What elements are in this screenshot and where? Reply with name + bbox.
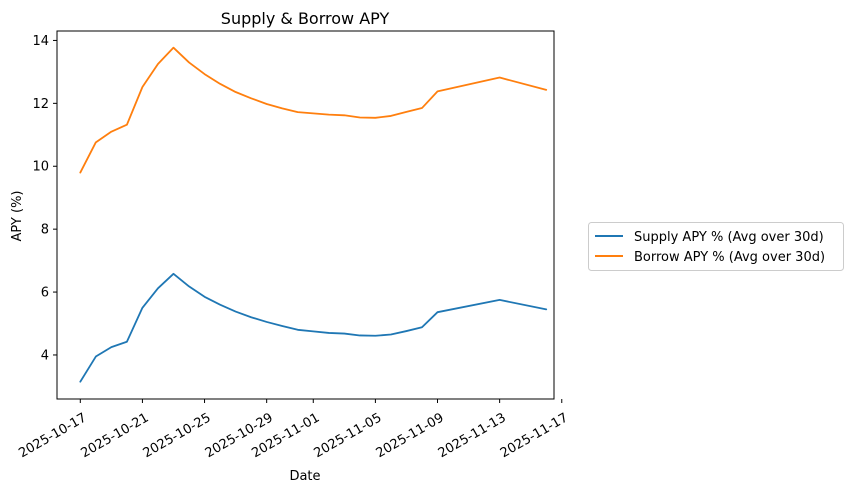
x-tick-label: 2025-11-05 bbox=[311, 410, 384, 461]
x-tick-label: 2025-10-21 bbox=[78, 410, 151, 461]
x-axis-label: Date bbox=[289, 469, 320, 484]
x-tick-label: 2025-11-17 bbox=[498, 410, 571, 461]
y-axis-label: APY (%) bbox=[10, 190, 25, 241]
x-tick-label: 2025-10-25 bbox=[141, 410, 214, 461]
borrow-apy-line bbox=[79, 46, 548, 174]
plot-area bbox=[57, 31, 554, 399]
plot-frame bbox=[56, 30, 555, 400]
legend-box bbox=[588, 222, 844, 271]
y-tick-label: 12 bbox=[32, 97, 49, 112]
x-tick-label: 2025-10-17 bbox=[16, 410, 89, 461]
y-tick-label: 8 bbox=[41, 223, 49, 238]
legend: Supply APY % (Avg over 30d) Borrow APY %… bbox=[588, 222, 844, 271]
chart-title: Supply & Borrow APY bbox=[221, 9, 390, 28]
x-tick-label: 2025-11-09 bbox=[374, 410, 447, 461]
legend-label-borrow: Borrow APY % (Avg over 30d) bbox=[634, 250, 825, 265]
x-axis-ticks: 2025-10-172025-10-212025-10-252025-10-29… bbox=[16, 399, 571, 461]
x-tick-label: 2025-11-13 bbox=[436, 410, 509, 461]
y-tick-label: 14 bbox=[32, 34, 49, 49]
supply-apy-line bbox=[79, 272, 548, 383]
y-tick-label: 6 bbox=[41, 286, 49, 301]
y-tick-label: 10 bbox=[32, 160, 49, 175]
y-tick-label: 4 bbox=[41, 348, 49, 363]
series-lines bbox=[79, 46, 548, 383]
legend-label-supply: Supply APY % (Avg over 30d) bbox=[634, 230, 824, 245]
y-axis-ticks: 4 6 8 10 12 14 bbox=[32, 34, 57, 363]
